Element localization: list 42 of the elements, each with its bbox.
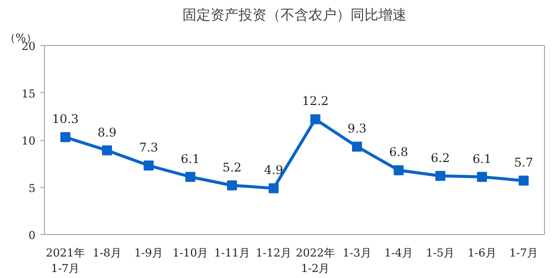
x-tick-label: 1-7月 bbox=[509, 246, 538, 260]
y-tick-label: 0 bbox=[28, 229, 36, 242]
point bbox=[435, 170, 446, 181]
data-label: 6.1 bbox=[472, 152, 492, 166]
x-tick-label: 1-5月 bbox=[426, 246, 455, 260]
x-tick-label: 1-3月 bbox=[342, 246, 372, 260]
data-label: 12.2 bbox=[302, 94, 329, 108]
data-label: 6.2 bbox=[430, 150, 450, 165]
y-tick-label: 10 bbox=[22, 134, 36, 148]
y-tick-label: 5 bbox=[28, 182, 36, 195]
point bbox=[352, 142, 362, 152]
data-label: 8.9 bbox=[97, 125, 117, 140]
data-label: 5.2 bbox=[222, 160, 242, 174]
point bbox=[268, 183, 279, 194]
data-label: 6.1 bbox=[180, 152, 200, 166]
data-label: 6.8 bbox=[389, 145, 408, 160]
x-tick-label: 1-8月 bbox=[92, 246, 122, 260]
point bbox=[185, 172, 196, 182]
data-label: 7.3 bbox=[139, 140, 158, 155]
point bbox=[394, 165, 404, 176]
x-tick-label: 1-6月 bbox=[468, 246, 496, 260]
x-tick-label: 1-12月 bbox=[256, 246, 292, 260]
data-label: 9.3 bbox=[347, 122, 367, 136]
point bbox=[227, 180, 237, 190]
data-label: 4.9 bbox=[264, 163, 284, 178]
point bbox=[60, 132, 70, 142]
chart-title: 固定资产投资（不含农户）同比增速 bbox=[182, 8, 406, 24]
x-tick-label: 1-11月 bbox=[214, 246, 250, 260]
x-tick-label: 2021年 1-7月 bbox=[46, 246, 85, 276]
data-label: 10.3 bbox=[52, 112, 79, 126]
point bbox=[310, 114, 320, 124]
y-tick-label: 20 bbox=[22, 40, 36, 53]
point bbox=[144, 160, 154, 171]
x-tick-label: 1-9月 bbox=[134, 246, 164, 260]
x-tick-label: 2022年 1-2月 bbox=[296, 246, 335, 276]
point bbox=[477, 172, 487, 182]
point bbox=[518, 176, 529, 186]
point bbox=[102, 145, 112, 156]
x-tick-label: 1-4月 bbox=[384, 246, 414, 260]
x-tick-label: 1-10月 bbox=[172, 246, 208, 260]
y-tick-label: 15 bbox=[22, 87, 36, 100]
data-label: 5.7 bbox=[514, 156, 534, 170]
